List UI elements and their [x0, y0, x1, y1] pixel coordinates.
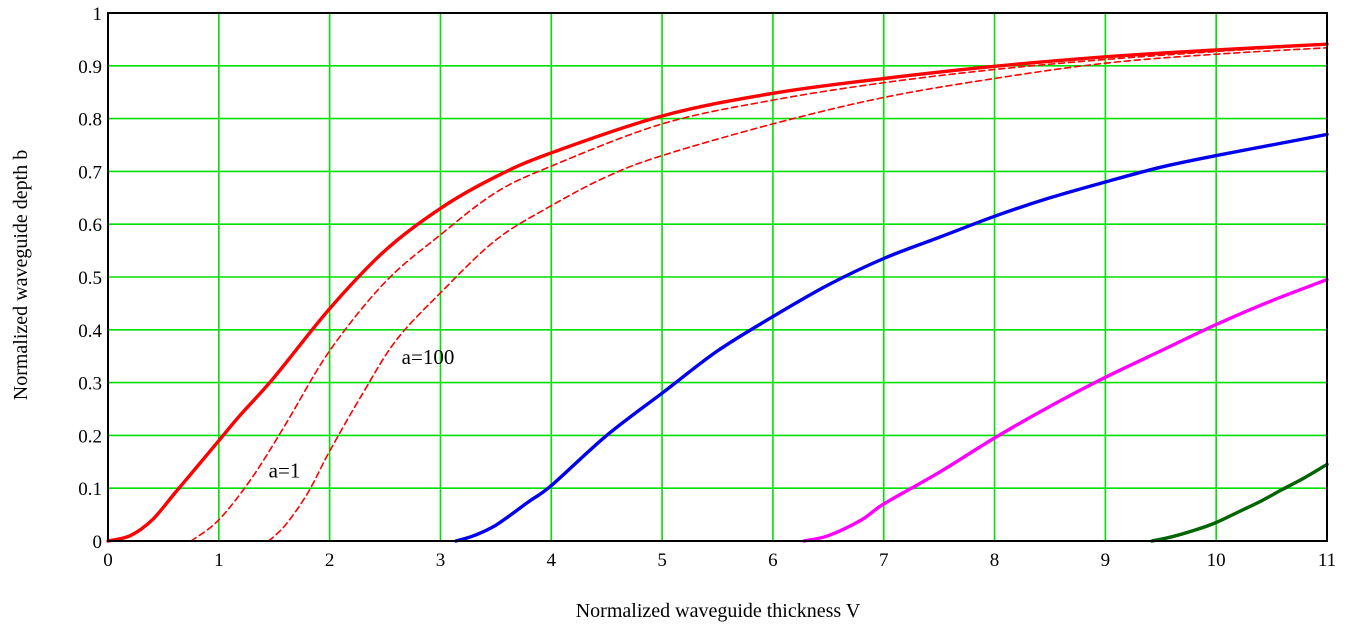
y-axis-title: Normalized waveguide depth b: [10, 150, 32, 400]
y-tick-label: 0.1: [78, 479, 102, 500]
plot-frame: [107, 12, 1328, 542]
y-tick-label: 0.9: [78, 57, 102, 78]
x-tick-label: 5: [657, 550, 667, 571]
series-line-2: [267, 47, 1328, 542]
x-tick-label: 1: [214, 550, 224, 571]
series-line-5: [1150, 462, 1329, 543]
curves: [106, 42, 1329, 543]
x-tick-label: 6: [768, 550, 778, 571]
x-tick-label: 9: [1101, 550, 1111, 571]
y-tick-label: 0.5: [78, 268, 102, 289]
y-tick-label: 0.4: [78, 321, 102, 342]
x-tick-labels: 0 1 2 3 4 5 6 7 8 9 10 11: [103, 550, 1336, 571]
y-tick-label: 0: [93, 532, 103, 553]
x-tick-label: 10: [1207, 550, 1226, 571]
series-line-4: [802, 277, 1329, 543]
x-tick-label: 3: [436, 550, 446, 571]
annotations: a=100 a=1: [269, 345, 455, 483]
y-tick-label: 0.7: [78, 162, 102, 183]
y-tick-label: 1: [93, 4, 103, 25]
x-axis-title: Normalized waveguide thickness V: [576, 600, 861, 622]
y-tick-labels: 0 0.1 0.2 0.3 0.4 0.5 0.6 0.7 0.8 0.9 1: [78, 4, 102, 553]
x-tick-label: 4: [547, 550, 557, 571]
x-tick-label: 11: [1318, 550, 1336, 571]
series-line-1: [190, 43, 1328, 542]
y-tick-label: 0.6: [78, 215, 102, 236]
x-tick-label: 0: [103, 550, 113, 571]
x-tick-label: 8: [990, 550, 1000, 571]
annotation-label: a=1: [269, 459, 301, 483]
series-line-0: [106, 42, 1329, 543]
y-tick-label: 0.3: [78, 374, 102, 395]
series-line-3: [454, 132, 1329, 543]
x-tick-label: 2: [325, 550, 335, 571]
y-tick-label: 0.2: [78, 426, 102, 447]
y-tick-label: 0.8: [78, 110, 102, 131]
x-tick-label: 7: [879, 550, 889, 571]
annotation-label: a=100: [402, 345, 455, 369]
